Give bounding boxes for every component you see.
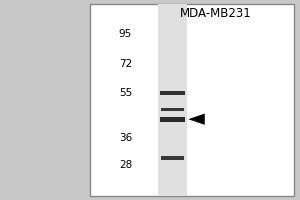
Text: 72: 72 — [119, 59, 132, 69]
Polygon shape — [188, 114, 205, 125]
Text: 28: 28 — [119, 160, 132, 170]
Text: 55: 55 — [119, 88, 132, 98]
Bar — [90, 4, 294, 196]
Bar — [161, 108, 184, 111]
Bar — [158, 4, 187, 196]
Text: 95: 95 — [119, 29, 132, 39]
Bar — [161, 156, 184, 160]
Text: MDA-MB231: MDA-MB231 — [180, 7, 252, 20]
Text: 36: 36 — [119, 133, 132, 143]
Bar — [160, 91, 185, 95]
Bar — [160, 117, 185, 122]
